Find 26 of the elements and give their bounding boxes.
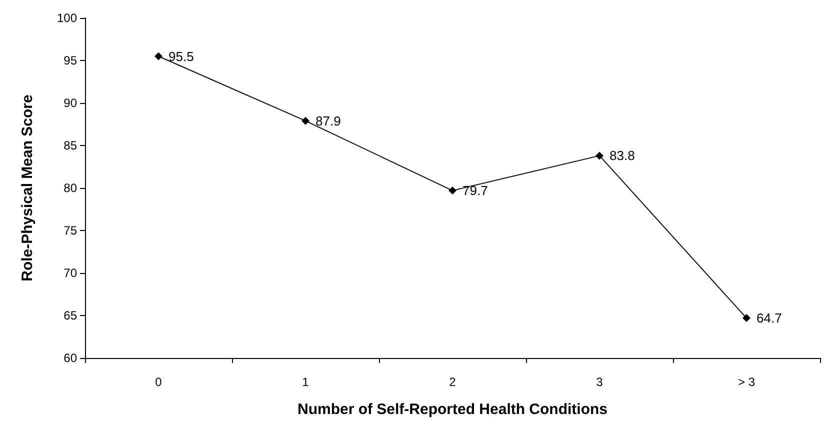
data-label: 95.5 <box>168 48 194 64</box>
point <box>302 116 310 125</box>
y-tick-label: 100 <box>56 11 78 25</box>
y-axis-title: Role-Physical Mean Score <box>19 94 36 282</box>
y-tick-label: 80 <box>64 181 78 195</box>
x-tick-label: 0 <box>155 375 162 389</box>
x-tick-label: > 3 <box>738 375 756 389</box>
data-label: 87.9 <box>316 113 341 128</box>
point <box>448 186 456 195</box>
y-tick-label: 65 <box>64 308 78 322</box>
y-tick-label: 75 <box>64 224 78 238</box>
y-tick-label: 60 <box>64 351 78 365</box>
x-axis-title: Number of Self-Reported Health Conditions <box>297 401 608 418</box>
y-tick-label: 70 <box>64 266 78 280</box>
x-tick-label: 2 <box>449 375 456 389</box>
x-tick-label: 3 <box>596 375 604 389</box>
y-tick-label: 90 <box>64 96 78 110</box>
point <box>742 314 750 322</box>
y-tick-label: 95 <box>64 54 78 68</box>
point <box>596 152 604 160</box>
data-label: 83.8 <box>610 148 635 164</box>
y-tick-label: 85 <box>64 138 78 152</box>
x-tick-label: 1 <box>302 375 310 389</box>
point <box>154 52 162 60</box>
data-label: 79.7 <box>462 183 488 198</box>
data-label: 64.7 <box>756 310 782 326</box>
